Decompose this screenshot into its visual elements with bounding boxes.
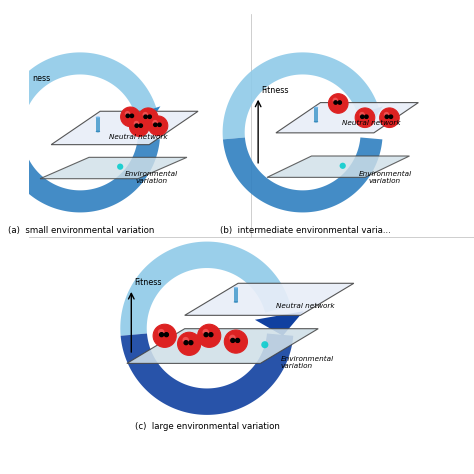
Polygon shape — [185, 283, 354, 315]
Circle shape — [117, 164, 123, 170]
Text: Neutral network: Neutral network — [109, 134, 167, 140]
Circle shape — [160, 333, 164, 337]
Circle shape — [229, 335, 236, 341]
Circle shape — [148, 115, 151, 118]
Circle shape — [334, 101, 337, 104]
Polygon shape — [276, 102, 419, 133]
Bar — [234, 288, 238, 302]
Circle shape — [164, 333, 168, 337]
Circle shape — [158, 123, 161, 127]
Circle shape — [202, 329, 209, 335]
Bar — [96, 117, 100, 131]
Circle shape — [359, 112, 365, 118]
Text: ness: ness — [33, 74, 51, 83]
Polygon shape — [121, 334, 293, 415]
Circle shape — [125, 111, 130, 117]
Text: Environmental
variation: Environmental variation — [358, 171, 411, 184]
Circle shape — [389, 115, 392, 118]
Circle shape — [189, 341, 193, 345]
Polygon shape — [131, 106, 160, 123]
Circle shape — [209, 333, 213, 337]
Ellipse shape — [96, 131, 100, 132]
Text: Fitness: Fitness — [135, 278, 162, 287]
Text: Neutral network: Neutral network — [342, 120, 401, 126]
Circle shape — [134, 121, 139, 126]
Circle shape — [154, 123, 157, 127]
Polygon shape — [0, 53, 157, 139]
Polygon shape — [223, 53, 380, 139]
Circle shape — [126, 114, 129, 118]
Circle shape — [361, 115, 364, 118]
Circle shape — [231, 338, 235, 342]
Text: Neutral network: Neutral network — [276, 303, 335, 309]
Polygon shape — [51, 111, 198, 145]
Polygon shape — [267, 156, 410, 177]
Circle shape — [365, 115, 368, 118]
Circle shape — [328, 94, 348, 113]
Circle shape — [135, 124, 138, 128]
Ellipse shape — [314, 121, 318, 123]
Polygon shape — [0, 137, 160, 212]
Circle shape — [204, 333, 208, 337]
Circle shape — [129, 117, 149, 137]
Circle shape — [380, 108, 399, 128]
Polygon shape — [120, 242, 291, 336]
Circle shape — [153, 324, 176, 347]
Circle shape — [158, 329, 164, 335]
Ellipse shape — [96, 117, 100, 118]
Circle shape — [120, 107, 140, 127]
Circle shape — [355, 108, 375, 128]
Circle shape — [333, 98, 338, 103]
Circle shape — [138, 108, 158, 128]
Text: Fitness: Fitness — [261, 86, 289, 95]
Text: (b)  intermediate environmental varia...: (b) intermediate environmental varia... — [219, 227, 390, 236]
Circle shape — [152, 120, 158, 125]
Bar — [314, 108, 318, 122]
Polygon shape — [40, 157, 187, 179]
Text: (c)  large environmental variation: (c) large environmental variation — [135, 422, 279, 431]
Text: Environmental
variation: Environmental variation — [125, 171, 178, 184]
Circle shape — [143, 112, 148, 118]
Polygon shape — [354, 106, 383, 123]
Circle shape — [236, 338, 239, 342]
Circle shape — [384, 112, 389, 118]
Circle shape — [224, 330, 247, 353]
Polygon shape — [223, 137, 383, 212]
Circle shape — [144, 115, 147, 118]
Circle shape — [130, 114, 134, 118]
Circle shape — [385, 115, 389, 118]
Ellipse shape — [314, 107, 318, 109]
Polygon shape — [255, 311, 304, 336]
Circle shape — [338, 101, 341, 104]
Ellipse shape — [234, 301, 238, 303]
Text: (a)  small environmental variation: (a) small environmental variation — [8, 227, 155, 236]
Polygon shape — [127, 328, 318, 364]
Circle shape — [184, 341, 188, 345]
Circle shape — [339, 163, 346, 169]
Circle shape — [148, 116, 168, 136]
Circle shape — [139, 124, 143, 128]
Ellipse shape — [234, 287, 238, 289]
Circle shape — [261, 341, 268, 348]
Circle shape — [178, 332, 201, 356]
Circle shape — [198, 324, 221, 347]
Text: Environmental
variation: Environmental variation — [281, 356, 334, 369]
Circle shape — [182, 337, 189, 343]
